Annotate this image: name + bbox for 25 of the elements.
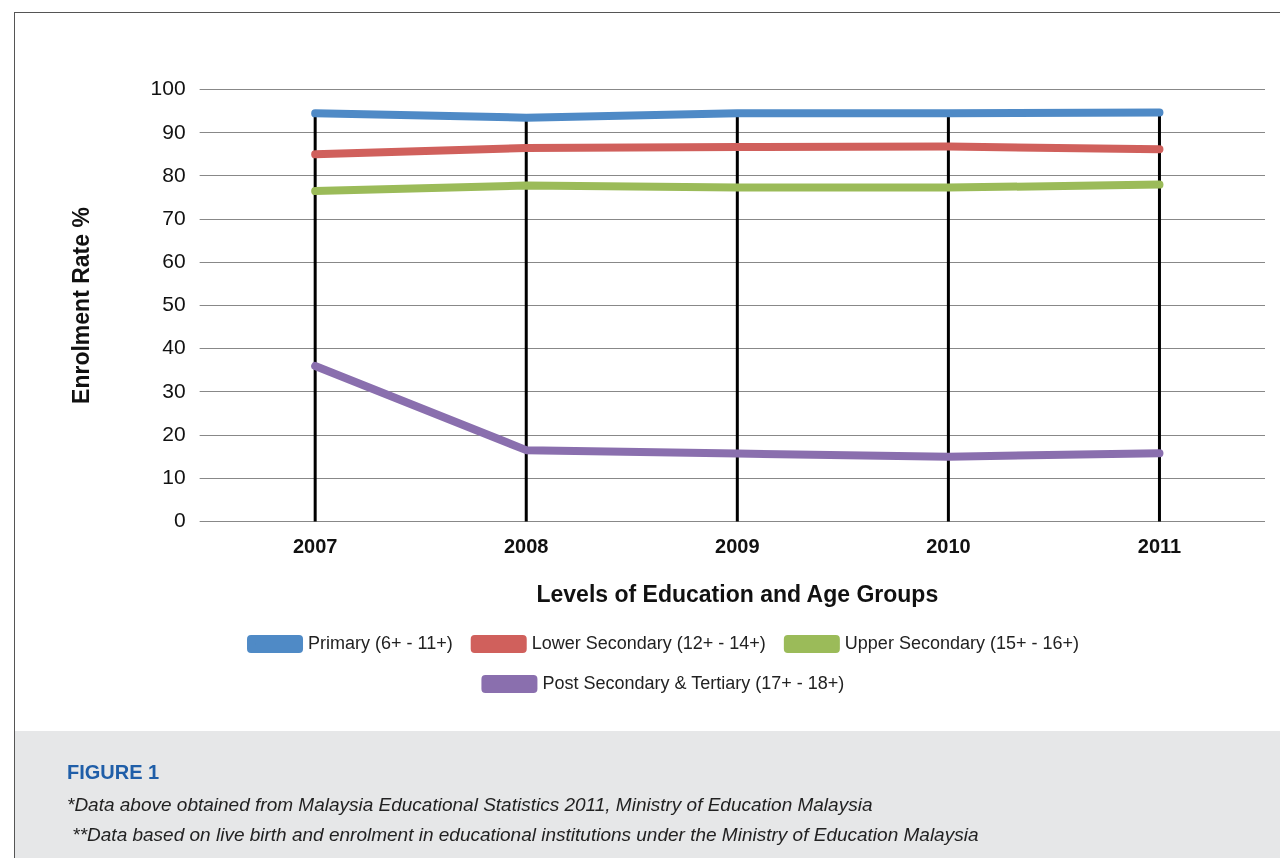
x-tick-label: 2010: [926, 534, 971, 557]
y-tick-label: 0: [173, 508, 186, 532]
x-tick-label: 2007: [292, 534, 338, 557]
legend-label: Primary (6+ - 11+): [308, 632, 453, 653]
legend-label: Post Secondary & Tertiary (17+ - 18+): [542, 672, 845, 693]
text: *Data above obtained from Malaysia Educational Statistics 2011, Ministry of Education Malaysia: [67, 793, 874, 817]
y-tick-label: 80: [162, 162, 186, 186]
y-tick-label: 100: [150, 76, 186, 100]
x-tick-label: 2011: [1137, 534, 1182, 557]
x-axis-title: Levels of Education and Age Groups: [536, 580, 939, 607]
y-tick-label: 40: [162, 335, 186, 359]
y-tick-label: 20: [162, 421, 186, 445]
y-tick-label: 10: [162, 465, 186, 489]
text: **Data based on live birth and enrolment in educational institutions under the Ministry of Education Malaysia: [71, 823, 980, 847]
x-tick-label: 2008: [504, 534, 549, 557]
caption: FIGURE 1: [67, 761, 161, 784]
y-tick-label: 90: [162, 119, 186, 143]
legend-label: Lower Secondary (12+ - 14+): [531, 632, 766, 653]
legend-label: Upper Secondary (15+ - 16+): [844, 632, 1079, 653]
y-axis-title: Enrolment Rate %: [68, 207, 95, 404]
y-tick-label: 30: [162, 378, 186, 402]
x-tick-label: 2009: [715, 534, 760, 557]
y-tick-label: 50: [162, 292, 186, 316]
y-tick-label: 60: [162, 249, 186, 273]
y-tick-label: 70: [162, 205, 186, 229]
